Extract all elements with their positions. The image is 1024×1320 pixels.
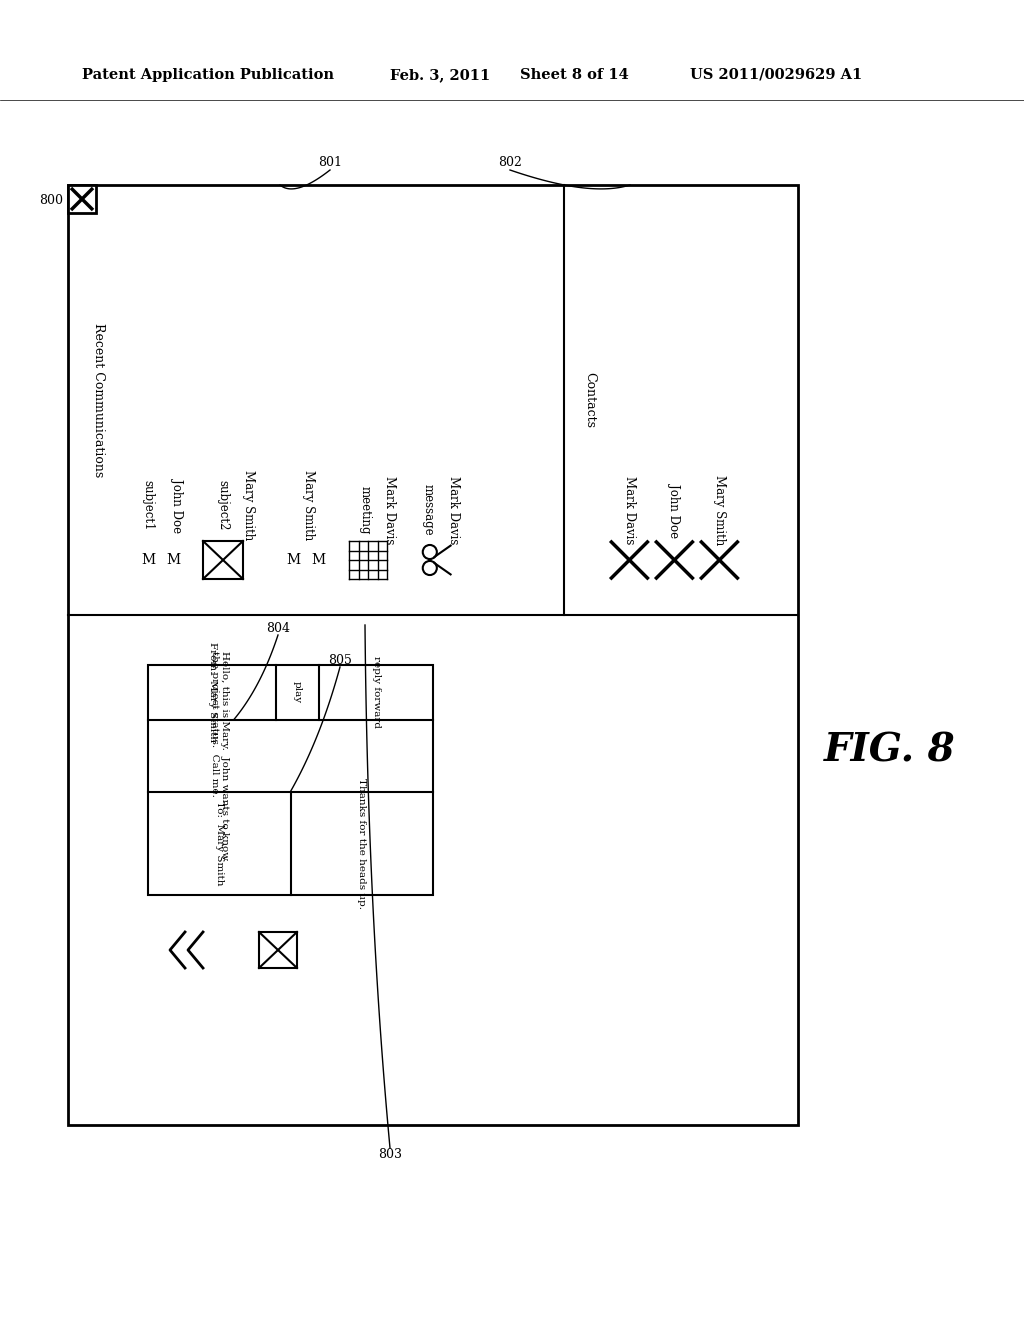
Text: 801: 801 <box>318 157 342 169</box>
Text: play: play <box>293 681 302 704</box>
Bar <box>148 665 433 895</box>
Text: FIG. 8: FIG. 8 <box>824 731 955 770</box>
Text: John Doe: John Doe <box>171 478 184 532</box>
Text: 805: 805 <box>328 653 352 667</box>
Text: US 2011/0029629 A1: US 2011/0029629 A1 <box>690 69 862 82</box>
Bar <box>68 185 798 1125</box>
Text: reply forward: reply forward <box>372 656 381 729</box>
Text: To:  Mary Smith: To: Mary Smith <box>215 801 224 886</box>
Text: Mark Davis: Mark Davis <box>623 475 636 544</box>
Bar <box>68 185 96 213</box>
Text: message: message <box>422 484 434 536</box>
Text: M: M <box>166 553 180 568</box>
Text: From:  Mary Smith: From: Mary Smith <box>208 643 217 743</box>
Text: Patent Application Publication: Patent Application Publication <box>82 69 334 82</box>
Text: Contacts: Contacts <box>583 372 596 428</box>
Text: Mary Smith: Mary Smith <box>242 470 255 540</box>
Text: Hello, this is Mary.  John wants to know
the project status.  Call me.: Hello, this is Mary. John wants to know … <box>210 651 229 861</box>
Text: Mary Smith: Mary Smith <box>713 475 726 545</box>
Text: 800: 800 <box>39 194 63 207</box>
Text: John Doe: John Doe <box>668 483 681 537</box>
Text: 803: 803 <box>378 1148 402 1162</box>
Text: subject1: subject1 <box>141 479 155 531</box>
Text: M: M <box>141 553 155 568</box>
Text: M: M <box>286 553 300 568</box>
Text: Mark Davis: Mark Davis <box>446 475 460 544</box>
Text: meeting: meeting <box>358 486 372 535</box>
Text: subject2: subject2 <box>216 479 229 531</box>
Bar <box>203 541 243 579</box>
Text: 804: 804 <box>266 622 290 635</box>
Text: M: M <box>311 553 325 568</box>
Bar <box>259 932 297 968</box>
Text: 802: 802 <box>498 157 522 169</box>
Text: Mary Smith: Mary Smith <box>301 470 314 540</box>
Text: Sheet 8 of 14: Sheet 8 of 14 <box>520 69 629 82</box>
Text: Feb. 3, 2011: Feb. 3, 2011 <box>390 69 490 82</box>
Text: Recent Communications: Recent Communications <box>91 323 104 477</box>
Text: Mark Davis: Mark Davis <box>384 475 396 544</box>
Text: Thanks for the heads up.: Thanks for the heads up. <box>357 777 367 908</box>
